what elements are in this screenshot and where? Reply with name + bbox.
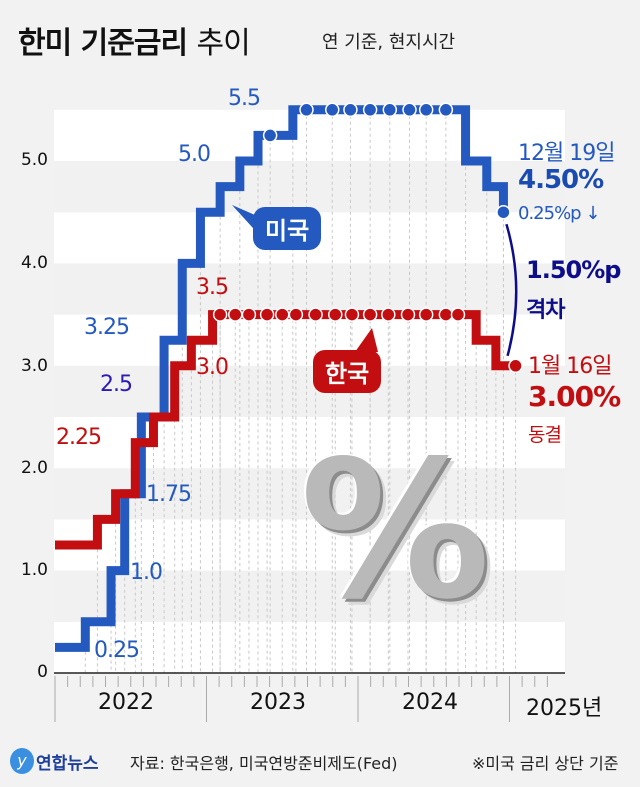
percent-decoration: % — [300, 420, 491, 641]
title-light: 추이 — [196, 26, 251, 61]
korea-hold-point — [275, 307, 290, 322]
us-label-3.25: 3.25 — [84, 315, 130, 340]
xtick-label: 2023 — [250, 690, 306, 715]
us-hold-point — [324, 102, 340, 118]
xtick-label: 2025년 — [526, 696, 603, 721]
korea-hold-point — [344, 307, 360, 322]
us-hold-point — [418, 102, 434, 118]
us-label-5.0: 5.0 — [178, 142, 211, 167]
yonhap-logo-icon: y — [10, 748, 34, 774]
title-bold: 한미 기준금리 — [18, 26, 188, 61]
korea-hold-point — [241, 307, 257, 322]
korea-hold-point — [508, 358, 523, 374]
gap-value: 1.50%p — [526, 256, 621, 284]
us-label-1.75: 1.75 — [146, 482, 192, 507]
korea-hold-point — [362, 307, 378, 322]
source-text: 자료: 한국은행, 미국연방준비제도(Fed) — [130, 754, 398, 773]
ytick-label: 2.0 — [20, 458, 48, 478]
grid-band — [54, 109, 565, 161]
subtitle: 연 기준, 현지시간 — [322, 32, 456, 53]
ytick-label: 0 — [37, 662, 48, 682]
ytick-label: 1.0 — [20, 560, 48, 580]
gap-bracket — [505, 223, 518, 357]
korea-hold-point — [450, 307, 466, 322]
grid-band — [54, 621, 565, 673]
xtick-label: 2024 — [402, 690, 458, 715]
ytick-label: 3.0 — [20, 356, 48, 376]
us-callout: 미국 — [253, 207, 322, 250]
brand-name: 연합뉴스 — [36, 754, 99, 774]
us-latest-rate: 4.50% — [518, 165, 604, 195]
grid-band — [54, 161, 565, 213]
korea-latest-change: 동결 — [528, 424, 562, 446]
korea-label-3.5: 3.5 — [196, 275, 229, 300]
ytick-label: 5.0 — [20, 150, 48, 170]
us-label-2.5: 2.5 — [100, 372, 133, 397]
us-hold-point — [382, 102, 398, 118]
korea-callout-pointer — [355, 328, 378, 352]
grid-band — [54, 365, 565, 417]
us-hold-point — [299, 102, 314, 118]
us-latest-date: 12월 19일 — [518, 141, 615, 166]
us-hold-point — [438, 102, 454, 118]
korea-hold-point — [438, 307, 454, 322]
us-label-5.5: 5.5 — [228, 86, 261, 111]
grid-band — [54, 519, 565, 571]
korea-hold-point — [418, 307, 434, 322]
us-rate-line — [55, 105, 508, 652]
korea-hold-point — [259, 307, 275, 322]
gap-label: 격차 — [526, 298, 565, 323]
korea-rate-line — [55, 310, 516, 550]
page-title: 한미 기준금리 추이 — [18, 18, 251, 62]
korea-label-3.0: 3.0 — [196, 355, 229, 380]
korea-callout: 한국 — [313, 350, 382, 393]
xtick-label: 2022 — [98, 690, 154, 715]
korea-hold-point — [212, 307, 228, 322]
us-hold-point — [402, 102, 417, 118]
korea-hold-point — [288, 307, 304, 322]
korea-label-2.25: 2.25 — [56, 425, 102, 450]
grid-band — [54, 263, 565, 315]
grid-band — [54, 570, 565, 622]
us-label-0.25: 0.25 — [94, 638, 140, 663]
korea-latest-date: 1월 16일 — [528, 354, 612, 379]
korea-hold-point — [308, 307, 323, 322]
us-label-1.0: 1.0 — [130, 560, 163, 585]
korea-hold-point — [400, 307, 416, 322]
korea-hold-point — [228, 307, 243, 322]
ytick-label: 4.0 — [20, 253, 48, 273]
us-hold-point — [362, 102, 378, 118]
us-hold-point — [496, 204, 511, 220]
korea-latest-rate: 3.00% — [528, 380, 621, 413]
footnote: ※미국 금리 상단 기준 — [472, 754, 619, 773]
korea-hold-point — [328, 307, 343, 322]
us-latest-change: 0.25%p ↓ — [518, 203, 600, 224]
us-hold-point — [343, 102, 358, 118]
us-hold-point — [262, 128, 278, 143]
korea-hold-point — [381, 307, 396, 322]
